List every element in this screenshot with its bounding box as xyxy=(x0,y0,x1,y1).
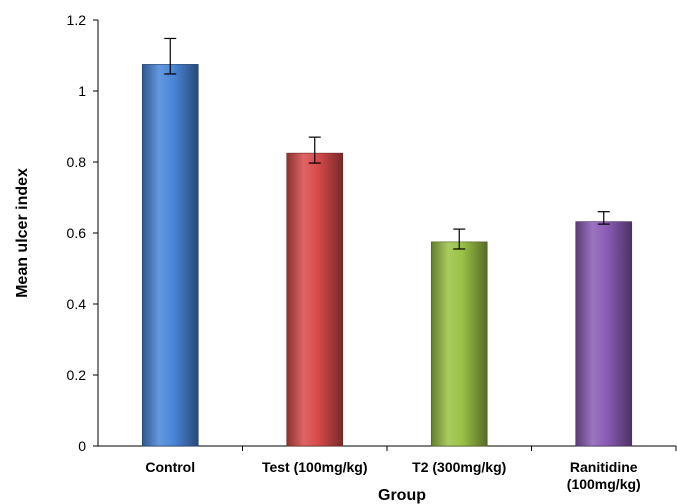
error-bar xyxy=(164,37,177,75)
bar xyxy=(575,221,633,447)
y-tick-label: 0.6 xyxy=(67,225,87,241)
error-bar xyxy=(453,228,466,250)
bar xyxy=(430,241,488,447)
y-tick-label: 1.2 xyxy=(67,12,87,28)
error-bar xyxy=(597,211,610,225)
error-bar xyxy=(308,136,321,164)
x-tick-label: Test (100mg/kg) xyxy=(262,459,368,475)
bar xyxy=(141,64,199,447)
y-axis-title: Mean ulcer index xyxy=(14,168,31,298)
y-tick-label: 1 xyxy=(78,83,86,99)
x-axis: Control Test (100mg/kg) T2 (300mg/kg) Ranit… xyxy=(98,445,677,492)
x-tick-label: Control xyxy=(145,459,195,475)
x-axis-title: Group xyxy=(378,487,426,504)
error-bars xyxy=(164,37,610,250)
y-tick-label: 0 xyxy=(78,438,86,454)
y-tick-label: 0.8 xyxy=(67,154,87,170)
bars xyxy=(141,64,633,447)
y-axis: 0 0.2 0.4 0.6 0.8 1 1.2 xyxy=(67,12,99,454)
x-tick-label: Ranitidine (100mg/kg) xyxy=(567,459,641,492)
x-tick-label: T2 (300mg/kg) xyxy=(412,459,506,475)
y-tick-label: 0.4 xyxy=(67,296,87,312)
y-tick-label: 0.2 xyxy=(67,367,87,383)
bar xyxy=(286,152,344,447)
